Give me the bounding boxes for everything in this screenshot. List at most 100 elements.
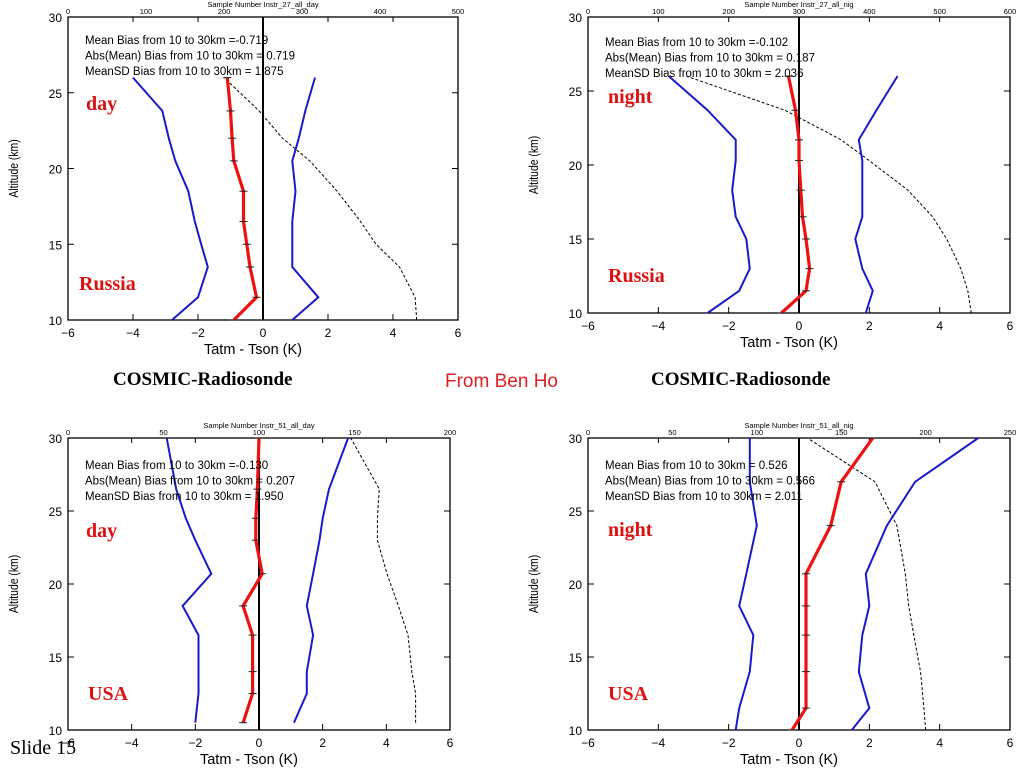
bias-stat-line: Abs(Mean) Bias from 10 to 30km = 0.566: [605, 476, 815, 488]
x-tick-label: −2: [188, 736, 202, 750]
sample-number-line: [686, 75, 972, 314]
x-tick-label: 4: [390, 326, 397, 340]
y-tick-label: 10: [569, 724, 583, 738]
top-tick-label: 200: [722, 7, 735, 16]
x-tick-label: 4: [936, 736, 943, 750]
bias-stat-line: MeanSD Bias from 10 to 30km = 1.950: [85, 491, 283, 503]
y-tick-label: 30: [569, 432, 583, 446]
top-tick-label: 50: [668, 428, 676, 437]
x-tick-label: 6: [455, 326, 462, 340]
y-tick-label: 25: [569, 505, 583, 519]
x-tick-label: 6: [1007, 736, 1014, 750]
bias-stat-line: Abs(Mean) Bias from 10 to 30km = 0.719: [85, 51, 295, 63]
region-label: USA: [608, 683, 649, 705]
top-tick-label: 200: [444, 428, 457, 437]
y-tick-label: 10: [49, 314, 63, 328]
y-tick-label: 15: [49, 651, 63, 665]
x-tick-label: −2: [191, 326, 205, 340]
top-tick-label: 50: [159, 428, 167, 437]
bias-stat-line: Mean Bias from 10 to 30km =-0.719: [85, 35, 268, 47]
mean-minus-sd-line: [132, 76, 209, 321]
x-tick-label: 0: [256, 736, 263, 750]
top-tick-label: 0: [66, 428, 70, 437]
region-label: Russia: [608, 265, 665, 287]
y-axis-title: Altitude (km): [527, 136, 541, 194]
bias-stat-line: MeanSD Bias from 10 to 30km = 2.036: [605, 68, 803, 80]
bias-stat-line: MeanSD Bias from 10 to 30km = 2.011: [605, 491, 803, 503]
bias-stat-line: Mean Bias from 10 to 30km =-0.102: [605, 37, 788, 49]
x-tick-label: 0: [796, 736, 803, 750]
bias-stat-line: Abs(Mean) Bias from 10 to 30km = 0.207: [85, 476, 295, 488]
top-axis-title: Sample Number Instr_27_all_nig: [744, 0, 853, 9]
mean-plus-sd-line: [291, 77, 320, 321]
caption-right: COSMIC-Radiosonde: [651, 369, 831, 390]
y-axis-title: Altitude (km): [7, 139, 21, 197]
y-tick-label: 20: [569, 159, 583, 173]
sample-number-line: [223, 77, 418, 321]
x-tick-label: −6: [581, 736, 595, 750]
sample-number-line: [807, 437, 927, 731]
slide-number: Slide 15: [10, 737, 77, 759]
x-tick-label: −6: [581, 319, 595, 333]
mean-plus-sd-line: [851, 437, 979, 731]
x-tick-label: −4: [651, 319, 665, 333]
x-tick-label: −2: [722, 736, 736, 750]
y-tick-label: 15: [569, 651, 583, 665]
y-axis-title: Altitude (km): [527, 555, 541, 613]
bias-stat-line: Mean Bias from 10 to 30km =-0.130: [85, 460, 268, 472]
x-tick-label: 2: [866, 319, 873, 333]
y-tick-label: 15: [49, 238, 63, 252]
mean-bias-line: [225, 77, 259, 322]
x-tick-label: 6: [1007, 319, 1014, 333]
y-tick-label: 30: [49, 432, 63, 446]
y-tick-label: 20: [49, 578, 63, 592]
top-tick-label: 150: [835, 428, 848, 437]
top-tick-label: 100: [140, 7, 153, 16]
x-tick-label: −4: [651, 736, 665, 750]
bias-stat-line: MeanSD Bias from 10 to 30km = 1.875: [85, 66, 283, 78]
top-tick-label: 100: [751, 428, 764, 437]
x-tick-label: −4: [126, 326, 140, 340]
top-axis-title: Sample Number Instr_27_all_day: [207, 0, 319, 9]
mean-bias-line: [780, 75, 812, 315]
y-axis-title: Altitude (km): [7, 555, 21, 613]
top-tick-label: 500: [933, 7, 946, 16]
x-axis-title: Tatm - Tson (K): [740, 752, 838, 768]
x-axis-title: Tatm - Tson (K): [204, 342, 302, 358]
x-axis-title: Tatm - Tson (K): [200, 752, 298, 768]
x-tick-label: −6: [61, 326, 75, 340]
region-label: Russia: [79, 273, 136, 295]
y-tick-label: 25: [569, 85, 583, 99]
top-tick-label: 200: [218, 7, 231, 16]
top-tick-label: 100: [652, 7, 665, 16]
x-tick-label: 2: [319, 736, 326, 750]
y-tick-label: 30: [49, 11, 63, 25]
time-of-day-label: day: [86, 93, 117, 115]
top-tick-label: 150: [348, 428, 361, 437]
mean-minus-sd-line: [734, 438, 758, 731]
top-tick-label: 500: [452, 7, 465, 16]
x-tick-label: 2: [866, 736, 873, 750]
x-tick-label: 0: [260, 326, 267, 340]
top-tick-label: 0: [66, 7, 70, 16]
x-tick-label: 4: [936, 319, 943, 333]
x-tick-label: 4: [383, 736, 390, 750]
top-tick-label: 0: [586, 7, 590, 16]
x-tick-label: −6: [61, 736, 75, 750]
y-tick-label: 10: [49, 724, 63, 738]
y-tick-label: 20: [49, 163, 63, 177]
top-tick-label: 400: [374, 7, 387, 16]
time-of-day-label: day: [86, 520, 117, 542]
top-axis-title: Sample Number Instr_51_all_day: [203, 421, 315, 430]
time-of-day-label: night: [608, 519, 653, 541]
x-tick-label: 0: [796, 319, 803, 333]
y-tick-label: 25: [49, 87, 63, 101]
x-tick-label: −4: [125, 736, 139, 750]
bias-stat-line: Mean Bias from 10 to 30km = 0.526: [605, 460, 788, 472]
mean-plus-sd-line: [854, 75, 899, 314]
x-tick-label: 2: [325, 326, 332, 340]
